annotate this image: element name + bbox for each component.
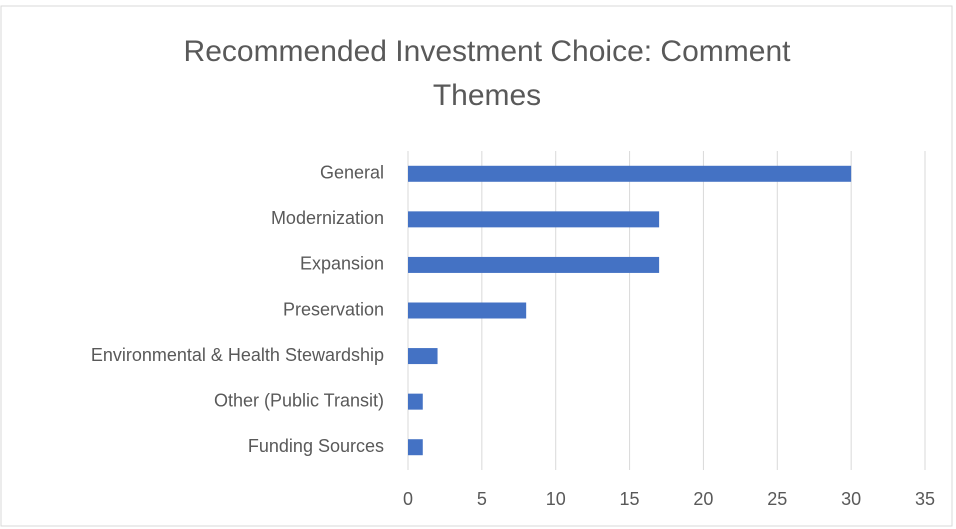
- y-tick-label: Funding Sources: [248, 436, 384, 456]
- chart-title: Recommended Investment Choice: Comment T…: [183, 35, 791, 112]
- y-tick-label: Modernization: [271, 208, 384, 228]
- x-tick-label: 25: [767, 489, 787, 509]
- bar: [408, 393, 423, 410]
- y-tick-label: Other (Public Transit): [214, 390, 384, 410]
- x-tick-label: 5: [477, 489, 487, 509]
- y-tick-label: General: [320, 163, 384, 183]
- bar: [408, 211, 660, 228]
- bar: [408, 302, 527, 319]
- y-tick-label: Preservation: [283, 299, 384, 319]
- bar: [408, 165, 852, 182]
- x-tick-label: 35: [915, 489, 935, 509]
- x-tick-label: 20: [693, 489, 713, 509]
- x-tick-label: 15: [620, 489, 640, 509]
- y-tick-label: Expansion: [300, 254, 384, 274]
- x-tick-label: 30: [841, 489, 861, 509]
- bar: [408, 256, 660, 273]
- x-tick-label: 0: [403, 489, 413, 509]
- bar: [408, 348, 438, 365]
- x-tick-label: 10: [546, 489, 566, 509]
- y-tick-label: Environmental & Health Stewardship: [91, 345, 384, 365]
- bar: [408, 439, 423, 456]
